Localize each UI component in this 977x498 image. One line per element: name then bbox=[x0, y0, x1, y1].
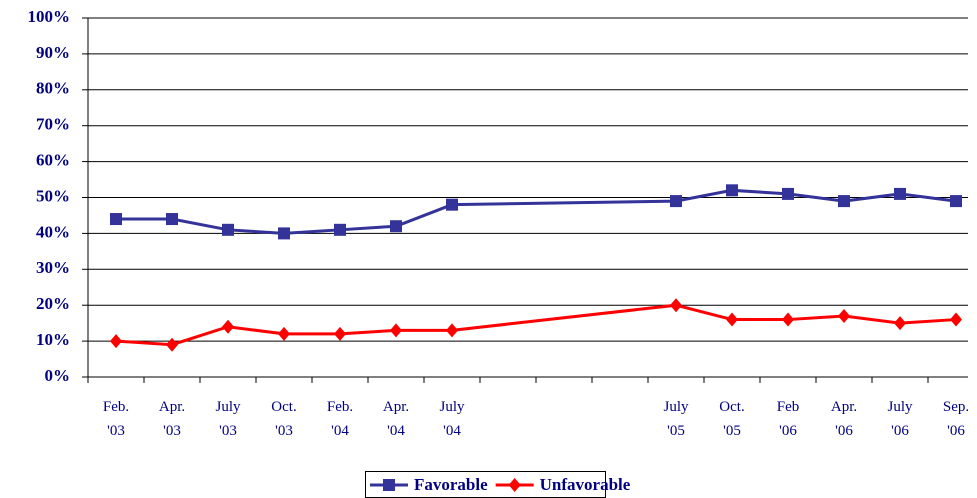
point bbox=[726, 312, 738, 327]
x-tick-label-line: Apr. bbox=[159, 399, 185, 415]
x-tick-label-line: July bbox=[439, 399, 465, 415]
x-tick-label-line: '06 bbox=[779, 423, 797, 439]
x-tick-label-line: '03 bbox=[107, 423, 125, 439]
point bbox=[726, 184, 738, 197]
x-tick-label: Sep. '06 bbox=[943, 399, 969, 439]
x-tick-label-line: July bbox=[663, 399, 689, 415]
x-tick-label: Feb '06 bbox=[777, 399, 800, 439]
x-tick-label-line: Feb bbox=[777, 399, 800, 415]
point bbox=[166, 337, 178, 352]
x-tick-label-line: Oct. bbox=[271, 399, 296, 415]
y-tick-label: 40% bbox=[36, 222, 70, 241]
point bbox=[166, 213, 178, 226]
y-tick-label: 0% bbox=[45, 366, 71, 385]
x-tick-label-line: '03 bbox=[163, 423, 181, 439]
x-tick-label: Apr. '04 bbox=[383, 399, 409, 439]
x-tick-label: Oct. '03 bbox=[271, 399, 296, 439]
y-tick-label: 20% bbox=[36, 294, 70, 313]
x-tick-label-line: '04 bbox=[443, 423, 461, 439]
x-tick-label: Apr. '06 bbox=[831, 399, 857, 439]
x-tick-label: July '06 bbox=[887, 399, 913, 439]
point bbox=[508, 478, 521, 492]
point bbox=[334, 326, 346, 341]
legend-label: Favorable bbox=[414, 475, 488, 494]
legend-label: Unfavorable bbox=[540, 475, 631, 494]
point bbox=[222, 319, 234, 334]
point bbox=[894, 316, 906, 331]
point bbox=[390, 323, 402, 338]
x-tick-label-line: '03 bbox=[219, 423, 237, 439]
point bbox=[670, 298, 682, 313]
x-tick-label: July '03 bbox=[215, 399, 241, 439]
x-tick-label-line: Feb. bbox=[327, 399, 353, 415]
point bbox=[110, 213, 122, 226]
x-tick-label-line: '04 bbox=[387, 423, 405, 439]
y-tick-label: 30% bbox=[36, 258, 70, 277]
x-tick-label-line: Apr. bbox=[831, 399, 857, 415]
y-tick-label: 100% bbox=[28, 7, 71, 26]
y-tick-label: 60% bbox=[36, 151, 70, 170]
point bbox=[278, 326, 290, 341]
series-line bbox=[115, 303, 957, 347]
y-tick-label: 70% bbox=[36, 115, 70, 134]
point bbox=[782, 312, 794, 327]
y-tick-label: 80% bbox=[36, 79, 70, 98]
x-tick-label: Apr. '03 bbox=[159, 399, 185, 439]
point bbox=[894, 187, 906, 200]
x-tick-label-line: '04 bbox=[331, 423, 349, 439]
point bbox=[838, 195, 850, 208]
point bbox=[446, 198, 458, 211]
x-tick-label-line: '06 bbox=[947, 423, 965, 439]
x-tick-label-line: July bbox=[887, 399, 913, 415]
x-tick-label-line: Oct. bbox=[719, 399, 744, 415]
point bbox=[334, 223, 346, 236]
x-tick-label: July '04 bbox=[439, 399, 465, 439]
y-tick-label: 90% bbox=[36, 43, 70, 62]
point bbox=[222, 223, 234, 236]
x-tick-label-line: Sep. bbox=[943, 399, 969, 415]
point bbox=[950, 195, 962, 208]
y-tick-label: 50% bbox=[36, 186, 70, 205]
point bbox=[950, 312, 962, 327]
x-tick-label: Oct. '05 bbox=[719, 399, 744, 439]
x-tick-label: July '05 bbox=[663, 399, 689, 439]
point bbox=[446, 323, 458, 338]
point bbox=[670, 195, 682, 208]
x-tick-label-line: Apr. bbox=[383, 399, 409, 415]
point bbox=[383, 479, 395, 491]
x-tick-label-line: '05 bbox=[723, 423, 741, 439]
point bbox=[278, 227, 290, 240]
series-line bbox=[116, 188, 957, 235]
x-tick-label-line: '06 bbox=[835, 423, 853, 439]
x-tick-label: Feb. '03 bbox=[103, 399, 129, 439]
x-tick-label: Feb. '04 bbox=[327, 399, 353, 439]
x-tick-label-line: July bbox=[215, 399, 241, 415]
x-tick-label-line: '06 bbox=[891, 423, 909, 439]
point bbox=[110, 334, 122, 349]
point bbox=[838, 308, 850, 323]
point bbox=[390, 220, 402, 233]
x-tick-label-line: '03 bbox=[275, 423, 293, 439]
point bbox=[782, 187, 794, 200]
x-tick-label-line: '05 bbox=[667, 423, 685, 439]
x-tick-label-line: Feb. bbox=[103, 399, 129, 415]
y-tick-label: 10% bbox=[36, 330, 70, 349]
